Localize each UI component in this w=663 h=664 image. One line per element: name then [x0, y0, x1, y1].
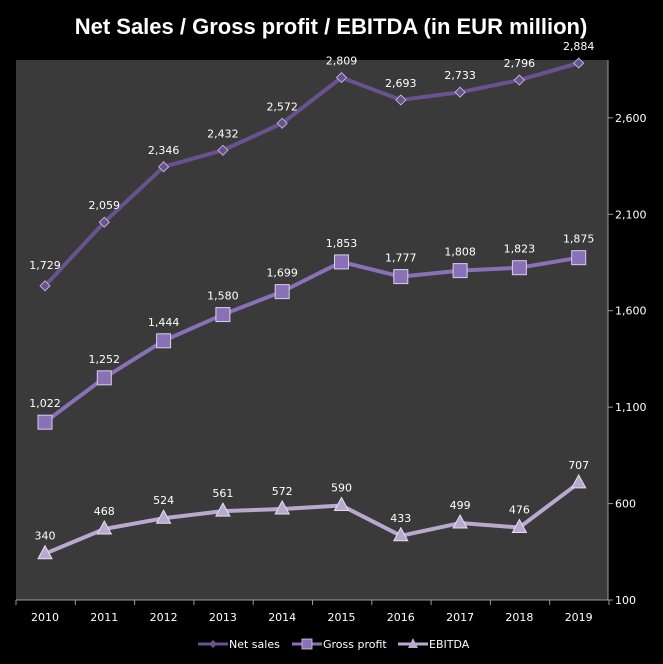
axes: 2010 2011 2012 2013 2014 2015 2016 2017 2018 2019…: [15, 60, 647, 624]
gross-profit-data-label: 1,853: [326, 237, 358, 250]
gross-profit-data-label: 1,777: [385, 252, 417, 265]
legend-label: Gross profit: [323, 638, 387, 651]
x-tick-label: 2013: [209, 611, 237, 624]
net-sales-line: [43, 61, 580, 288]
chart-title: Net Sales / Gross profit / EBITDA (in EU…: [75, 14, 588, 39]
gross-profit-data-label: 1,875: [563, 233, 595, 246]
x-tick-label: 2011: [90, 611, 118, 624]
ebitda-data-label: 572: [272, 485, 293, 498]
x-tick-label: 2014: [268, 611, 296, 624]
y-tick-label: 1,600: [615, 305, 647, 318]
ebitda-point: [333, 496, 350, 511]
ebitda-line: [44, 481, 580, 556]
ebitda-point: [155, 509, 172, 524]
net-sales-point: [454, 86, 466, 98]
y-tick-label: 1,100: [615, 401, 647, 414]
legend-item-gross-profit: Gross profit: [292, 638, 387, 651]
net-sales-point: [276, 117, 288, 129]
ebitda-data-label: 476: [509, 503, 530, 516]
x-tick-label: 2016: [387, 611, 415, 624]
ebitda-point: [511, 518, 528, 533]
gross-profit-line: [43, 255, 580, 424]
ebitda-data-label: 468: [94, 505, 115, 518]
gross-profit-point: [571, 250, 587, 266]
x-tick-label: 2012: [150, 611, 178, 624]
ebitda-data-label: 433: [390, 512, 411, 525]
y-tick-label: 100: [615, 594, 636, 607]
ebitda-data-label: 524: [153, 494, 174, 507]
ebitda-point: [274, 499, 291, 515]
y-tick-label: 2,100: [615, 208, 647, 221]
net-sales-data-label: 2,346: [148, 144, 180, 157]
ebitda-point: [96, 519, 113, 535]
y-tick-label: 600: [615, 498, 636, 511]
legend-item-net-sales: Net sales: [198, 638, 280, 651]
net-sales-point: [98, 216, 110, 228]
gross-profit-point: [511, 260, 527, 276]
legend-marker: [408, 638, 418, 648]
net-sales-data-label: 2,572: [266, 100, 298, 113]
net-sales-data-label: 2,693: [385, 77, 417, 90]
ebitda-data-label: 707: [568, 459, 589, 472]
net-sales-point: [158, 161, 170, 173]
y-tick-label: 2,600: [615, 112, 647, 125]
net-sales-data-label: 2,059: [89, 199, 121, 212]
gross-profit-data-label: 1,444: [148, 316, 180, 329]
net-sales-point: [513, 74, 525, 86]
gross-profit-point: [37, 414, 53, 430]
legend-label: Net sales: [229, 638, 280, 651]
x-tick-label: 2019: [565, 611, 593, 624]
net-sales-point: [395, 94, 407, 106]
ebitda-data-label: 590: [331, 482, 352, 495]
gross-profit-data-label: 1,699: [266, 267, 298, 280]
gross-profit-point: [156, 333, 172, 349]
net-sales-point: [39, 280, 51, 292]
gross-profit-data-label: 1,580: [207, 290, 239, 303]
gross-profit-point: [393, 269, 409, 285]
net-sales-data-label: 2,884: [563, 40, 595, 53]
net-sales-data-label: 2,796: [504, 57, 536, 70]
net-sales-data-label: 2,733: [444, 69, 476, 82]
ebitda-point: [215, 502, 231, 517]
gross-profit-data-label: 1,022: [29, 397, 61, 410]
ebitda-data-label: 561: [212, 487, 233, 500]
gross-profit-data-label: 1,808: [444, 246, 476, 259]
net-sales-point: [335, 71, 348, 84]
ebitda-point: [392, 526, 409, 542]
gross-profit-series: 1,022 1,252 1,444 1,580 1,699 1,853 1,777 1,808…: [29, 233, 594, 430]
gross-profit-data-label: 1,823: [504, 243, 536, 256]
legend: Net sales Gross profit EBITDA: [198, 638, 470, 651]
legend-label: EBITDA: [429, 638, 470, 651]
legend-marker: [301, 638, 313, 650]
series-layer: 1,729 2,059 2,346 2,432 2,572 2,809 2,693 2,733…: [29, 40, 595, 560]
gross-profit-point: [96, 370, 112, 386]
gross-profit-data-label: 1,252: [89, 353, 121, 366]
gross-profit-point: [452, 263, 468, 279]
gross-profit-point: [334, 254, 349, 270]
net-sales-series: 1,729 2,059 2,346 2,432 2,572 2,809 2,693 2,733…: [29, 40, 595, 292]
net-sales-data-label: 1,729: [29, 259, 61, 272]
ebitda-series: 340 468 524 561 572 590 433 499 476 707: [35, 459, 589, 560]
x-tick-label: 2017: [446, 611, 474, 624]
legend-marker: [209, 640, 217, 648]
legend-item-ebitda: EBITDA: [398, 638, 470, 651]
net-sales-point: [573, 57, 585, 69]
ebitda-data-label: 499: [450, 499, 471, 512]
gross-profit-point: [215, 307, 231, 323]
x-tick-label: 2010: [31, 611, 59, 624]
ebitda-point: [37, 544, 53, 560]
x-tick-label: 2018: [505, 611, 533, 624]
ebitda-point: [570, 473, 587, 489]
ebitda-point: [452, 513, 468, 529]
net-sales-data-label: 2,432: [207, 127, 239, 140]
net-sales-data-label: 2,809: [326, 55, 358, 68]
net-sales-point: [217, 144, 229, 156]
plot-area: [16, 60, 608, 600]
ebitda-data-label: 340: [35, 530, 56, 543]
gross-profit-point: [274, 284, 290, 300]
x-tick-label: 2015: [328, 611, 356, 624]
